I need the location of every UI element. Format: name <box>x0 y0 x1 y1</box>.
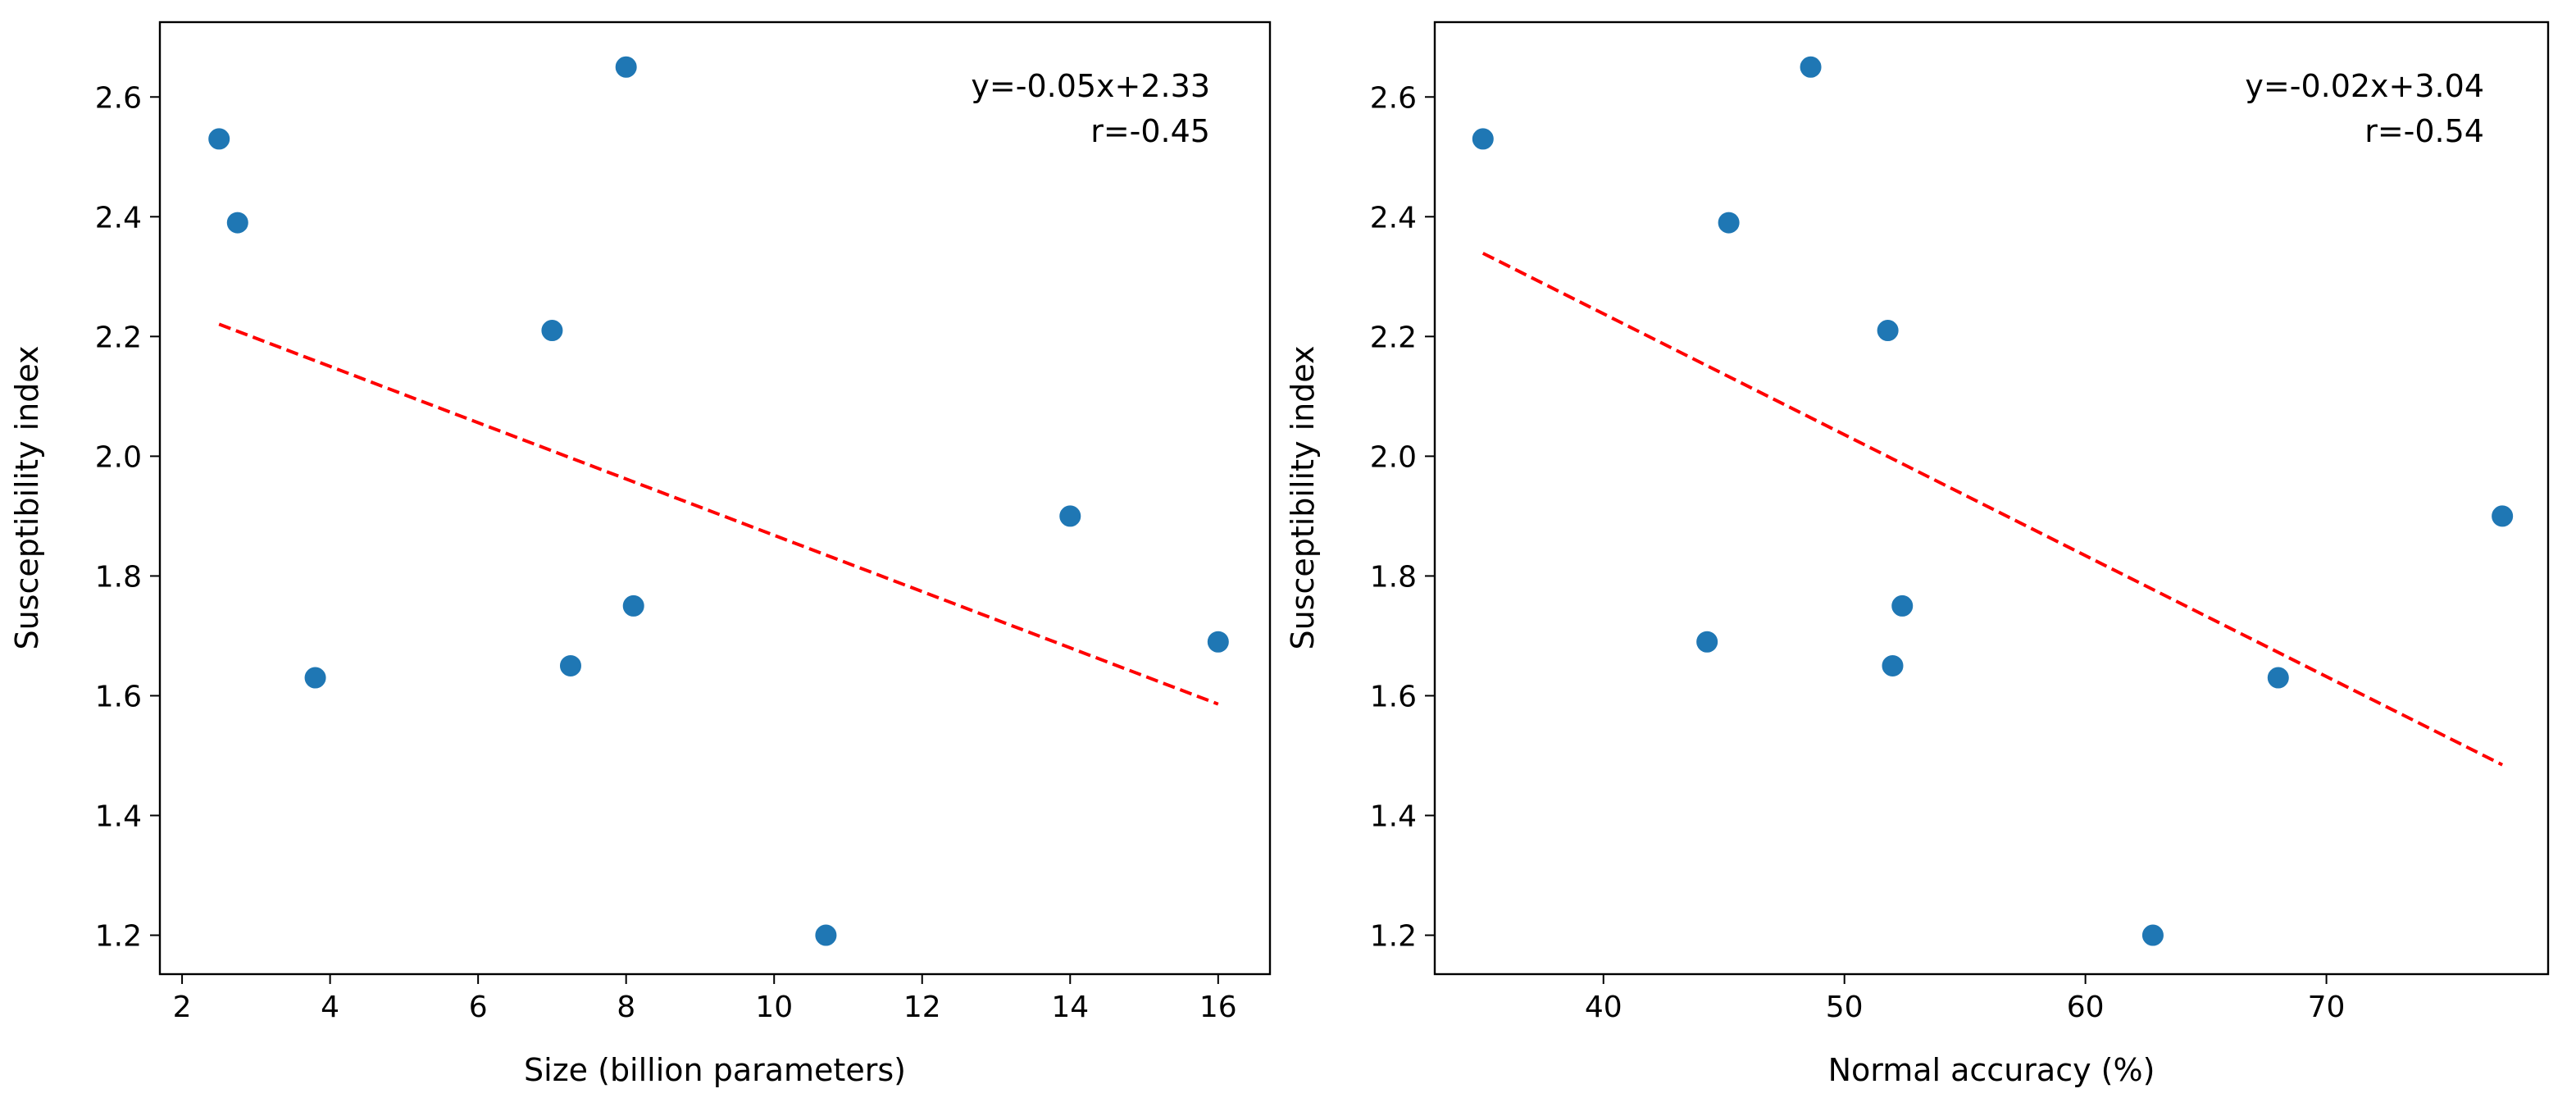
data-point <box>303 665 328 690</box>
left-scatter-panel: 2 4 6 8 10 12 14 16 1.2 1.4 1.6 1.8 2.0 2.2 2.4 2.6 y=-… <box>9 20 1272 1088</box>
y-tick-label: 1.8 <box>1370 560 1417 594</box>
x-tick-label: 70 <box>2308 991 2346 1024</box>
y-tick-label: 2.0 <box>95 440 142 474</box>
y-tick-label: 2.4 <box>1370 201 1417 235</box>
fit-line <box>218 322 1219 706</box>
x-tick-label: 2 <box>173 991 192 1024</box>
data-point <box>613 54 639 80</box>
y-tick-label: 1.4 <box>1370 800 1417 834</box>
data-point <box>1470 126 1495 152</box>
data-point <box>2265 665 2291 690</box>
y-tick-label: 2.2 <box>95 321 142 354</box>
data-point <box>1716 210 1741 235</box>
fit-line <box>1481 252 2504 767</box>
data-point <box>1890 593 1915 618</box>
data-point <box>1205 629 1231 654</box>
points-group <box>1470 54 2515 948</box>
y-tick-label: 2.6 <box>1370 81 1417 115</box>
y-tick-label: 1.2 <box>95 920 142 954</box>
data-point <box>2490 503 2515 529</box>
fit-line-group <box>1481 252 2504 767</box>
y-tick-label: 1.8 <box>95 560 142 594</box>
data-point <box>1875 318 1900 344</box>
data-point <box>1058 503 1083 529</box>
x-tick-label: 50 <box>1826 991 1864 1024</box>
plot-frame <box>158 20 1272 976</box>
x-axis-label: Normal accuracy (%) <box>1828 1052 2155 1088</box>
y-tick-label: 1.4 <box>95 800 142 834</box>
x-tick-label: 4 <box>321 991 339 1024</box>
y-tick-label: 1.2 <box>1370 920 1417 954</box>
data-point <box>813 922 839 948</box>
y-axis-label: Susceptibility index <box>9 345 45 649</box>
y-tick-label: 2.6 <box>95 81 142 115</box>
correlation-label: r=-0.54 <box>2364 113 2484 149</box>
data-point <box>539 318 565 344</box>
y-tick-label: 1.6 <box>1370 680 1417 713</box>
y-axis-label: Susceptibility index <box>1285 345 1321 649</box>
x-axis-label: Size (billion parameters) <box>524 1052 906 1088</box>
correlation-label: r=-0.45 <box>1090 113 1210 149</box>
tick-group: 2 4 6 8 10 12 14 16 1.2 1.4 1.6 1.8 2.0 2.2 2.4 2.6 <box>95 81 1237 1024</box>
x-tick-label: 10 <box>755 991 793 1024</box>
y-tick-label: 2.2 <box>1370 321 1417 354</box>
fit-equation: y=-0.05x+2.33 <box>971 68 1210 104</box>
y-tick-label: 2.4 <box>95 201 142 235</box>
data-point <box>1695 629 1720 654</box>
points-group <box>207 54 1231 948</box>
data-point <box>2140 922 2165 948</box>
data-point <box>621 593 646 618</box>
x-tick-label: 60 <box>2067 991 2105 1024</box>
x-tick-label: 14 <box>1051 991 1089 1024</box>
x-tick-label: 16 <box>1199 991 1237 1024</box>
right-scatter-panel: 40 50 60 70 1.2 1.4 1.6 1.8 2.0 2.2 2.4 2.6 y=-0.02… <box>1285 20 2550 1088</box>
plot-frame <box>1433 20 2550 976</box>
y-tick-label: 2.0 <box>1370 440 1417 474</box>
data-point <box>1880 653 1905 678</box>
data-point <box>207 126 232 152</box>
data-point <box>225 210 250 235</box>
y-tick-label: 1.6 <box>95 680 142 713</box>
data-point <box>1798 54 1823 80</box>
x-tick-label: 12 <box>903 991 941 1024</box>
data-point <box>558 653 583 678</box>
fit-line-group <box>218 322 1219 706</box>
x-tick-label: 8 <box>617 991 635 1024</box>
x-tick-label: 6 <box>469 991 488 1024</box>
tick-group: 40 50 60 70 1.2 1.4 1.6 1.8 2.0 2.2 2.4 2.6 <box>1370 81 2346 1024</box>
fit-equation: y=-0.02x+3.04 <box>2245 68 2484 104</box>
x-tick-label: 40 <box>1585 991 1623 1024</box>
